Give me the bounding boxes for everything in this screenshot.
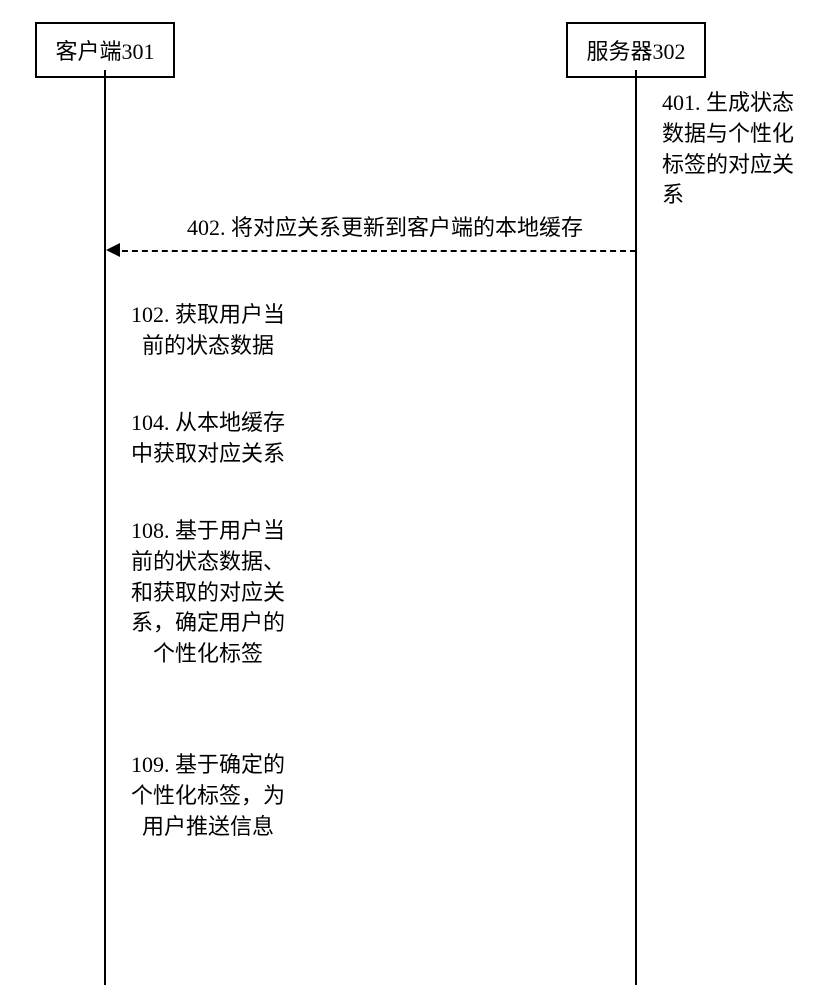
message-402-label: 402. 将对应关系更新到客户端的本地缓存 bbox=[160, 210, 610, 242]
step-109: 109. 基于确定的个性化标签，为用户推送信息 bbox=[128, 750, 288, 842]
participant-server-lifeline bbox=[635, 70, 637, 985]
participant-server-label: 服务器302 bbox=[586, 39, 685, 64]
step-102: 102. 获取用户当前的状态数据 bbox=[128, 300, 288, 362]
participant-client-lifeline bbox=[104, 70, 106, 985]
step-108: 108. 基于用户当前的状态数据、和获取的对应关系，确定用户的个性化标签 bbox=[128, 516, 288, 670]
message-402-arrowhead bbox=[106, 243, 120, 257]
step-401: 401. 生成状态数据与个性化标签的对应关系 bbox=[662, 88, 812, 211]
step-104: 104. 从本地缓存中获取对应关系 bbox=[128, 408, 288, 470]
message-402-line bbox=[112, 250, 636, 252]
participant-client-label: 客户端301 bbox=[55, 39, 154, 64]
